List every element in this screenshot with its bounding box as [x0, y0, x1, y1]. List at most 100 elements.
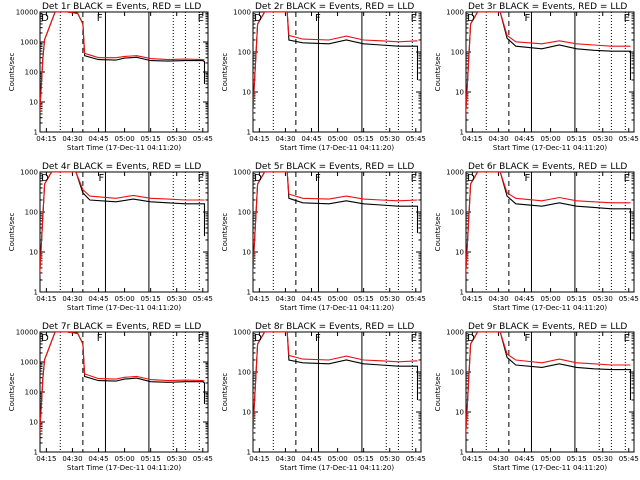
y-tick-label: 10	[29, 249, 38, 257]
x-tick-label: 05:15	[567, 455, 587, 463]
y-axis-label: Counts/sec	[221, 53, 229, 92]
x-axis-label: Start Time (17-Dec-11 04:11:20)	[67, 144, 181, 152]
x-tick-label: 04:30	[275, 135, 295, 143]
x-tick-label: 05:30	[167, 295, 187, 303]
y-tick-label: 1000	[20, 39, 38, 47]
y-tick-label: 1	[460, 449, 464, 457]
marker-E: E	[411, 333, 417, 344]
x-tick-label: 04:15	[462, 295, 482, 303]
marker-E: E	[198, 13, 204, 24]
x-tick-label: 04:30	[62, 455, 82, 463]
x-tick-label: 05:00	[327, 455, 347, 463]
series-events	[253, 172, 419, 280]
y-tick-label: 10	[242, 409, 251, 417]
x-axis-label: Start Time (17-Dec-11 04:11:20)	[493, 144, 607, 152]
y-tick-label: 1000	[446, 329, 464, 337]
y-tick-label: 1	[34, 129, 38, 137]
marker-E: E	[198, 333, 204, 344]
x-tick-label: 04:45	[514, 135, 534, 143]
x-tick-label: 05:15	[141, 295, 161, 303]
series-lld	[253, 172, 418, 280]
x-tick-label: 05:15	[141, 135, 161, 143]
series-events	[40, 332, 206, 437]
plot-frame	[465, 11, 635, 133]
y-tick-label: 100	[25, 209, 38, 217]
x-tick-label: 05:45	[193, 455, 213, 463]
y-axis-label: Counts/sec	[434, 53, 442, 92]
marker-F: F	[525, 173, 531, 184]
x-tick-label: 04:45	[88, 295, 108, 303]
y-tick-label: 10	[29, 419, 38, 427]
marker-F: F	[315, 173, 321, 184]
y-tick-label: 1	[460, 129, 464, 137]
marker-F: F	[315, 333, 321, 344]
x-tick-label: 05:15	[567, 295, 587, 303]
series-events	[466, 332, 632, 440]
y-tick-label: 1000	[233, 169, 251, 177]
x-tick-label: 05:00	[114, 135, 134, 143]
y-tick-label: 1000	[446, 169, 464, 177]
x-tick-label: 04:15	[36, 135, 56, 143]
x-tick-label: 04:45	[514, 295, 534, 303]
y-tick-label: 1	[247, 289, 251, 297]
series-group	[466, 172, 632, 280]
det-panel-3: Det 3r BLACK = Events, RED = LLD 1 10 100 10…	[434, 2, 639, 152]
series-group	[466, 12, 632, 120]
x-tick-label: 04:15	[249, 135, 269, 143]
x-tick-label: 05:30	[380, 135, 400, 143]
series-lld	[40, 172, 205, 280]
y-tick-label: 10000	[16, 329, 38, 337]
x-tick-label: 04:30	[62, 135, 82, 143]
series-events	[253, 332, 419, 440]
x-tick-label: 05:30	[167, 135, 187, 143]
panel-title: Det 6r BLACK = Events, RED = LLD	[468, 162, 627, 172]
marker-D: D	[254, 173, 262, 184]
y-tick-label: 10000	[16, 9, 38, 17]
series-lld	[253, 12, 418, 120]
x-tick-label: 04:15	[462, 455, 482, 463]
x-tick-label: 05:45	[619, 455, 639, 463]
det-panel-8: Det 8r BLACK = Events, RED = LLD 1 10 100 10…	[221, 322, 426, 472]
x-tick-label: 05:45	[619, 135, 639, 143]
x-tick-label: 05:15	[567, 135, 587, 143]
y-tick-label: 100	[451, 369, 464, 377]
y-axis-label: Counts/sec	[434, 213, 442, 252]
y-tick-label: 100	[238, 49, 251, 57]
y-tick-label: 10	[242, 249, 251, 257]
panel-title: Det 7r BLACK = Events, RED = LLD	[42, 322, 201, 332]
plot-frame	[39, 11, 209, 133]
y-tick-label: 100	[25, 69, 38, 77]
series-events	[466, 12, 632, 120]
panel-title: Det 1r BLACK = Events, RED = LLD	[42, 2, 201, 12]
det-panel-4: Det 4r BLACK = Events, RED = LLD 1 10 100 10…	[8, 162, 213, 312]
marker-D: D	[41, 173, 49, 184]
series-lld	[40, 332, 205, 437]
det-panel-1: Det 1r BLACK = Events, RED = LLD 1 10 100 10…	[8, 2, 213, 152]
marker-E: E	[624, 173, 630, 184]
x-tick-label: 05:00	[540, 455, 560, 463]
x-tick-label: 04:15	[462, 135, 482, 143]
plot-frame	[465, 331, 635, 453]
x-axis-label: Start Time (17-Dec-11 04:11:20)	[67, 464, 181, 472]
x-tick-label: 05:45	[406, 455, 426, 463]
panel-title: Det 8r BLACK = Events, RED = LLD	[255, 322, 414, 332]
x-tick-label: 04:45	[514, 455, 534, 463]
x-tick-label: 04:15	[249, 455, 269, 463]
x-axis-label: Start Time (17-Dec-11 04:11:20)	[280, 144, 394, 152]
x-axis-label: Start Time (17-Dec-11 04:11:20)	[493, 304, 607, 312]
y-tick-label: 100	[238, 369, 251, 377]
y-tick-label: 1000	[233, 9, 251, 17]
series-group	[466, 332, 632, 440]
y-tick-label: 10	[455, 409, 464, 417]
y-axis-label: Counts/sec	[221, 213, 229, 252]
panel-title: Det 9r BLACK = Events, RED = LLD	[468, 322, 627, 332]
y-axis-label: Counts/sec	[8, 213, 16, 252]
y-tick-label: 1	[34, 449, 38, 457]
y-tick-label: 1000	[20, 359, 38, 367]
y-tick-label: 1	[34, 289, 38, 297]
x-tick-label: 04:45	[301, 135, 321, 143]
marker-D: D	[467, 333, 475, 344]
series-events	[40, 12, 206, 117]
series-events	[40, 172, 206, 280]
